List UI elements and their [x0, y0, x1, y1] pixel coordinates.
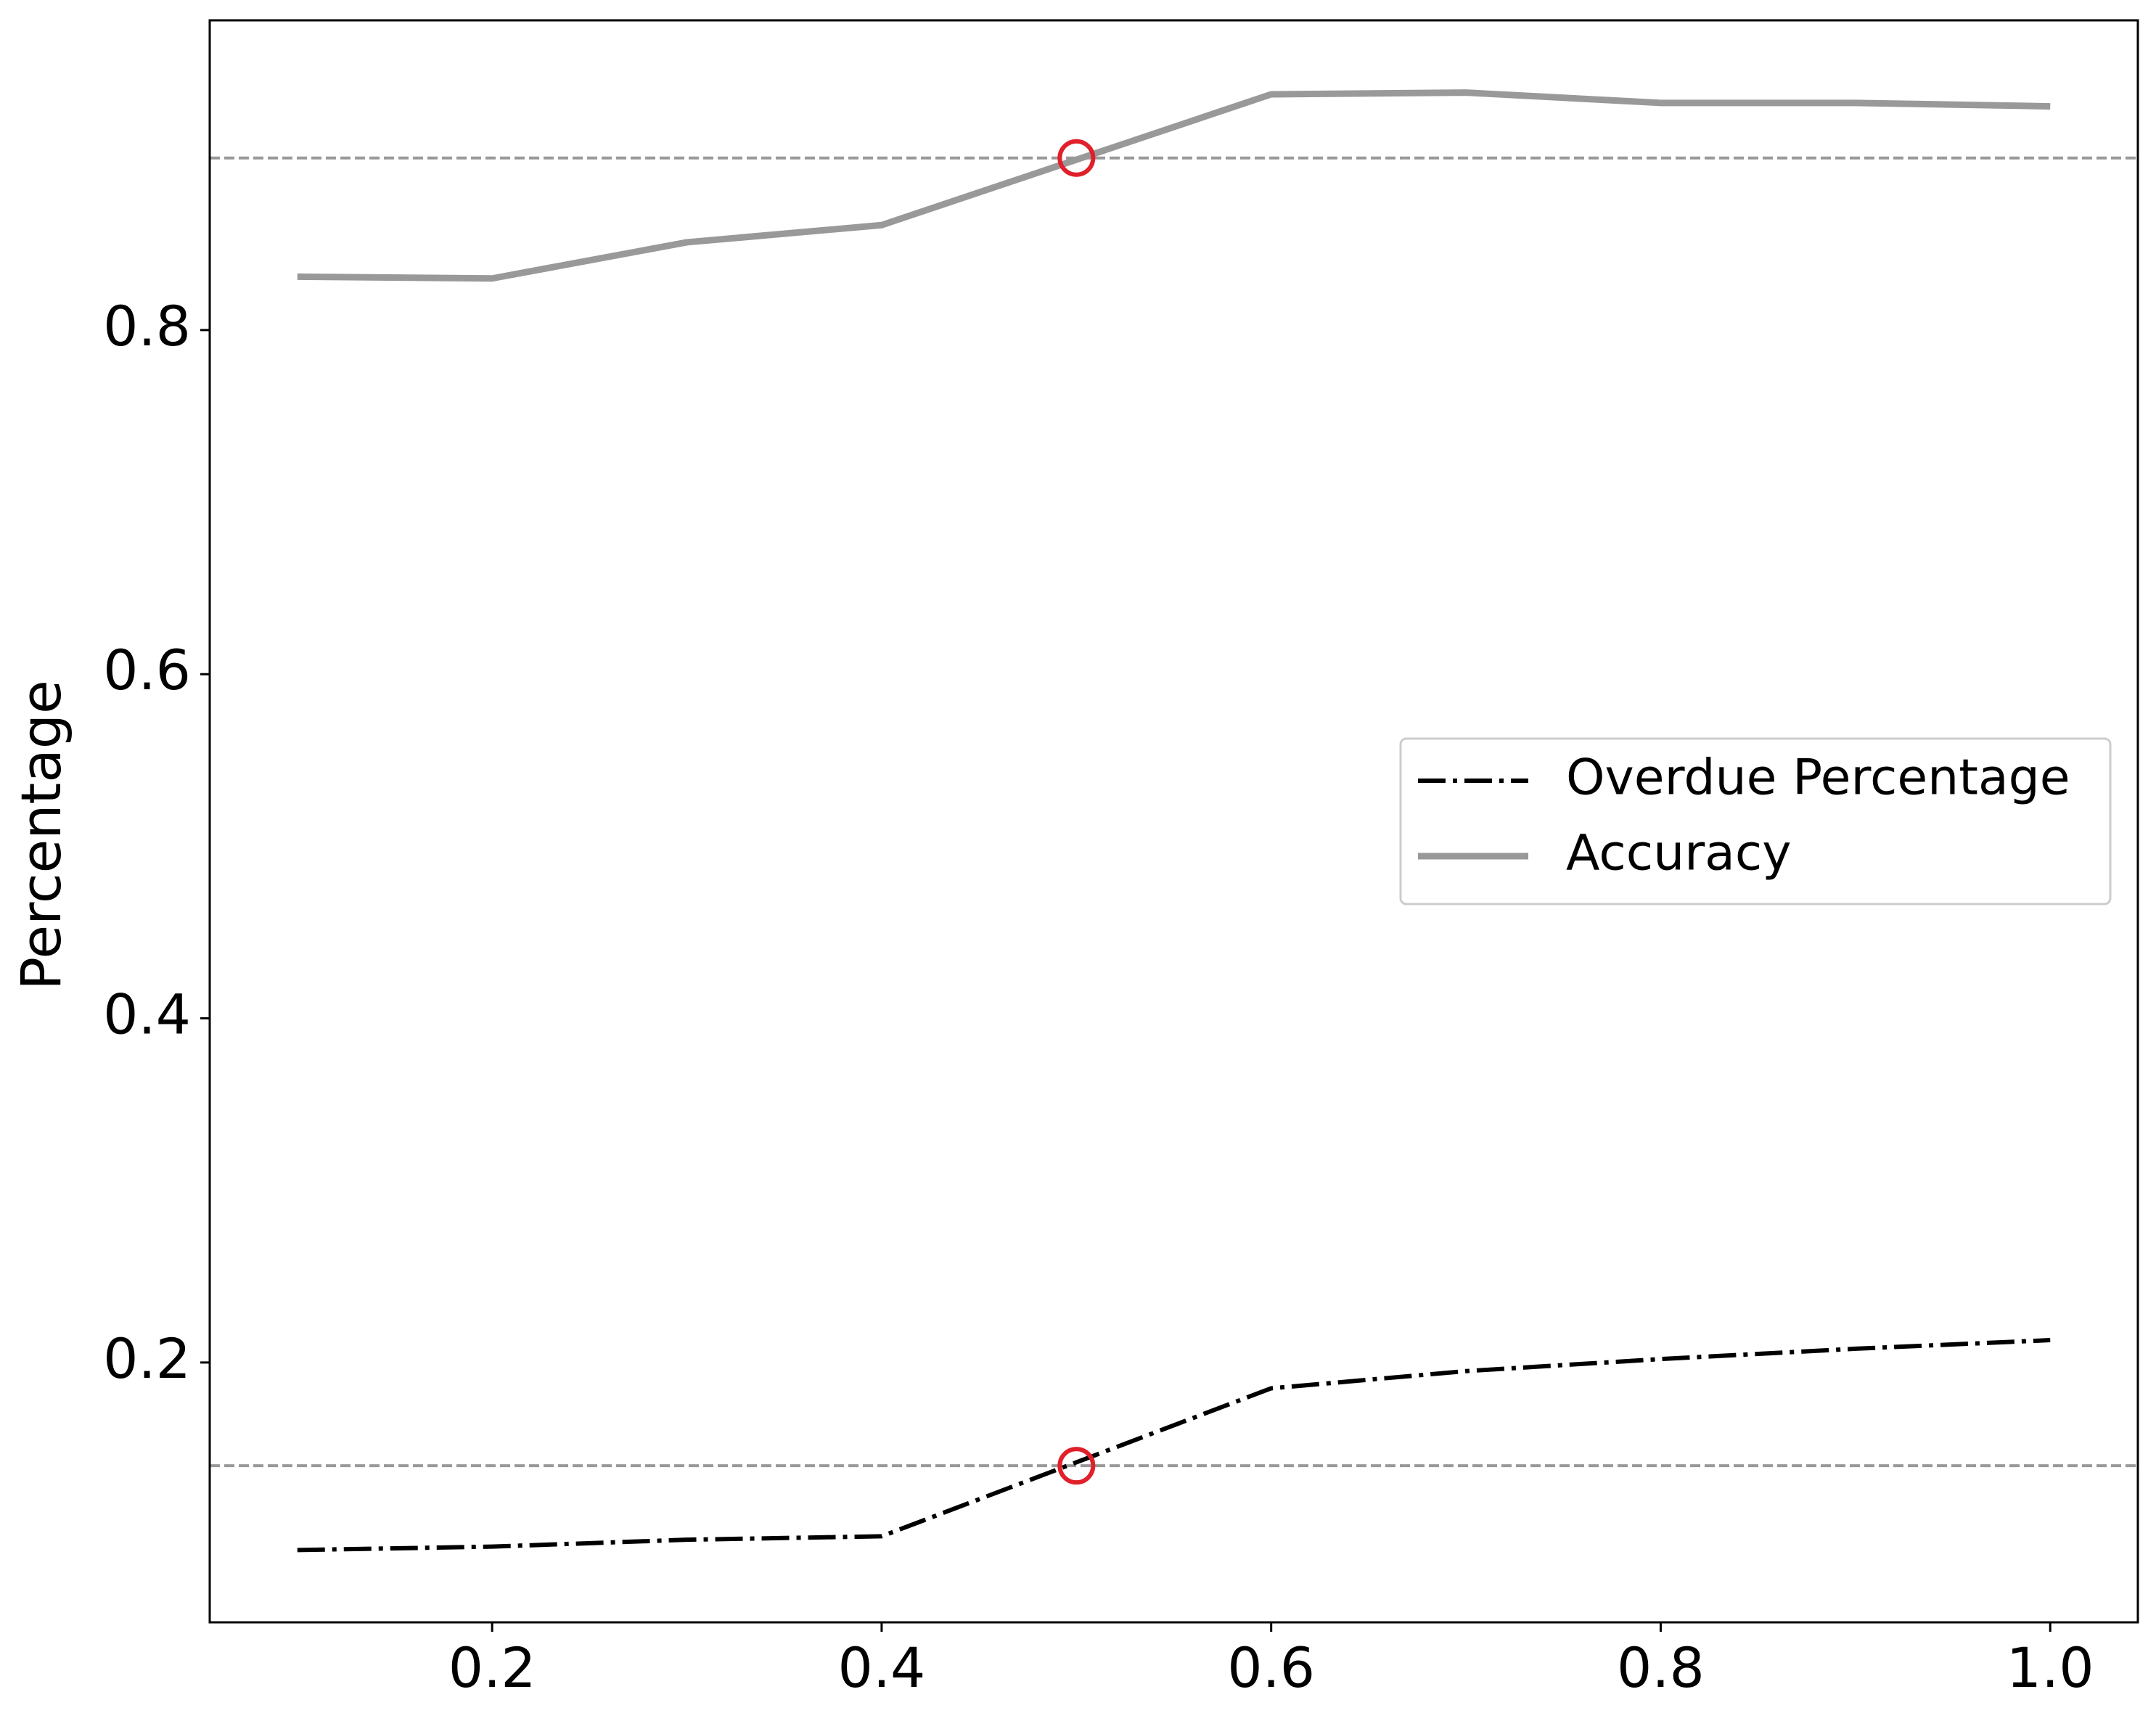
y-tick-label: 0.8 — [103, 294, 191, 358]
legend-label: Accuracy — [1566, 825, 1791, 882]
y-axis-label: Percentage — [9, 680, 73, 990]
plot-frame — [208, 19, 2139, 1624]
series-line — [297, 89, 2051, 282]
x-tick-label: 0.8 — [1617, 1635, 1705, 1700]
legend-label: Overdue Percentage — [1566, 749, 2070, 807]
x-tick-label: 0.6 — [1227, 1635, 1315, 1700]
highlight-marker — [1057, 139, 1096, 177]
legend-box — [1399, 737, 2112, 905]
x-tick-label: 0.2 — [448, 1635, 536, 1700]
series-line — [297, 1338, 2051, 1553]
x-tick-label: 1.0 — [2007, 1635, 2094, 1700]
x-tick-label: 0.4 — [837, 1635, 925, 1700]
y-tick-label: 0.2 — [103, 1326, 191, 1391]
y-tick-label: 0.4 — [103, 982, 191, 1047]
y-tick-label: 0.6 — [103, 638, 191, 702]
highlight-marker — [1057, 1447, 1096, 1485]
